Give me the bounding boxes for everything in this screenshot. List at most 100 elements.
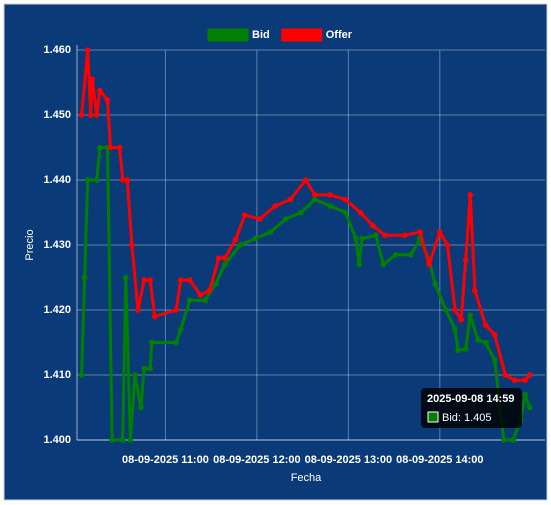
- data-point: [443, 307, 449, 313]
- data-point: [482, 322, 489, 328]
- y-tick-label: 1.410: [43, 369, 71, 381]
- data-point: [267, 229, 274, 235]
- data-point: [107, 144, 114, 151]
- data-point: [127, 437, 134, 443]
- data-point: [342, 209, 349, 216]
- data-point: [522, 391, 528, 398]
- data-point: [272, 203, 278, 209]
- data-point: [84, 177, 91, 183]
- tooltip-title: 2025-09-08 14:59: [427, 393, 514, 405]
- data-point: [392, 251, 399, 258]
- data-point: [432, 281, 439, 287]
- data-point: [312, 196, 318, 203]
- data-point: [475, 337, 481, 343]
- data-point: [206, 287, 213, 294]
- data-point: [78, 112, 85, 118]
- data-point: [119, 437, 126, 443]
- data-point: [357, 209, 364, 216]
- series-line: [80, 146, 532, 442]
- y-tick-label: 1.420: [43, 304, 71, 316]
- data-point: [526, 404, 533, 411]
- data-point: [302, 177, 309, 183]
- y-tick-label: 1.460: [43, 44, 71, 56]
- data-point: [359, 235, 365, 242]
- data-point: [177, 326, 184, 333]
- tooltip-box: [421, 388, 522, 428]
- data-point: [122, 274, 129, 281]
- data-point: [327, 203, 333, 209]
- data-point: [491, 331, 498, 338]
- data-point: [462, 346, 469, 352]
- data-point: [177, 277, 184, 283]
- data-point: [87, 112, 94, 118]
- data-point: [298, 209, 304, 216]
- data-point: [467, 312, 474, 319]
- data-point: [462, 257, 469, 263]
- data-point: [452, 307, 458, 313]
- data-point: [502, 372, 509, 378]
- data-point: [526, 372, 533, 378]
- data-point: [501, 437, 507, 443]
- data-point: [97, 144, 103, 151]
- data-point: [312, 192, 318, 198]
- data-point: [104, 97, 111, 103]
- data-point: [94, 112, 100, 118]
- data-point: [417, 229, 423, 235]
- data-point: [482, 339, 489, 346]
- x-tick-label: 08-09-2025 13:00: [305, 454, 392, 466]
- data-point: [215, 255, 222, 261]
- y-tick-label: 1.440: [43, 174, 71, 186]
- data-point: [237, 242, 243, 248]
- data-point: [452, 326, 458, 333]
- data-point: [84, 47, 91, 53]
- data-point: [173, 339, 179, 346]
- data-point: [89, 76, 96, 83]
- x-axis-title: Fecha: [291, 472, 322, 484]
- data-point: [408, 251, 414, 258]
- data-point: [129, 242, 135, 248]
- data-point: [283, 216, 289, 222]
- data-point: [287, 196, 294, 203]
- data-point: [141, 365, 147, 372]
- data-point: [444, 242, 451, 248]
- data-point: [511, 377, 518, 384]
- x-tick-label: 08-09-2025 14:00: [396, 454, 483, 466]
- data-point: [147, 277, 153, 283]
- data-point: [257, 216, 263, 222]
- tooltip: 2025-09-08 14:59 Bid: 1.405: [421, 388, 522, 428]
- data-point: [81, 274, 88, 281]
- data-point: [173, 307, 179, 313]
- data-point: [187, 297, 193, 304]
- y-axis-title: Precio: [24, 229, 36, 260]
- tooltip-swatch: [427, 411, 439, 423]
- data-point: [109, 437, 115, 443]
- data-point: [472, 287, 478, 294]
- data-point: [147, 365, 153, 372]
- data-point: [510, 437, 516, 443]
- data-point: [97, 87, 103, 94]
- legend-swatch: [207, 28, 249, 42]
- data-point: [132, 372, 138, 378]
- data-point: [252, 235, 259, 242]
- data-point: [458, 316, 464, 323]
- data-point: [124, 177, 131, 183]
- data-point: [222, 255, 228, 261]
- data-point: [148, 339, 155, 346]
- data-point: [356, 261, 362, 268]
- data-point: [116, 144, 123, 151]
- data-point: [522, 377, 528, 384]
- data-point: [212, 281, 219, 287]
- legend-label: Offer: [326, 29, 353, 41]
- data-point: [187, 277, 193, 283]
- y-tick-label: 1.430: [43, 239, 71, 251]
- data-point: [327, 192, 333, 198]
- legend-swatch: [281, 28, 323, 42]
- tooltip-label: Bid: 1.405: [442, 412, 492, 424]
- data-point: [202, 297, 208, 304]
- data-point: [94, 177, 100, 183]
- data-point: [426, 261, 432, 268]
- data-point: [467, 192, 474, 198]
- data-point: [353, 235, 359, 242]
